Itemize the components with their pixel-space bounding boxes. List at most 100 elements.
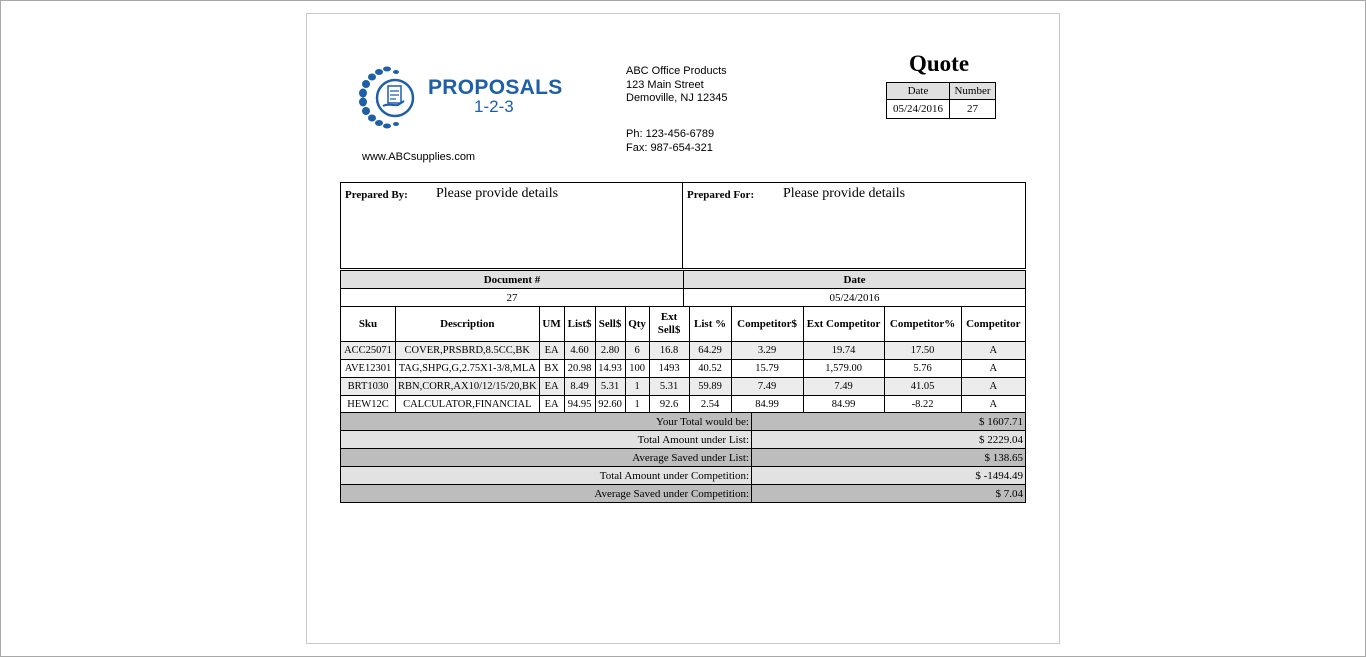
quote-date-label: Date bbox=[886, 82, 950, 100]
table-cell: 3.29 bbox=[730, 341, 804, 360]
quote-number: 27 bbox=[949, 99, 996, 119]
table-cell: 5.76 bbox=[883, 359, 962, 378]
document-info-table: Document # Date 27 05/24/2016 bbox=[340, 270, 1026, 307]
table-cell: 84.99 bbox=[802, 395, 885, 414]
quote-date: 05/24/2016 bbox=[886, 99, 950, 119]
table-cell: 7.49 bbox=[802, 377, 885, 396]
summary-row: Total Amount under List: $ 2229.04 bbox=[340, 430, 1026, 449]
column-header: List % bbox=[688, 306, 732, 342]
table-cell: 5.31 bbox=[594, 377, 626, 396]
table-cell: 8.49 bbox=[563, 377, 596, 396]
table-cell: 92.6 bbox=[648, 395, 690, 414]
prepared-section: Prepared By: Please provide details Prep… bbox=[340, 182, 1026, 269]
quote-number-label: Number bbox=[949, 82, 996, 100]
summary-value: $ 2229.04 bbox=[751, 430, 1026, 449]
table-cell: 92.60 bbox=[594, 395, 626, 414]
summary-row: Your Total would be: $ 1607.71 bbox=[340, 412, 1026, 431]
document-number: 27 bbox=[340, 288, 684, 307]
table-cell: CALCULATOR,FINANCIAL bbox=[395, 395, 540, 414]
table-cell: 1 bbox=[624, 395, 650, 414]
table-cell: 19.74 bbox=[802, 341, 885, 360]
column-header: Ext Competitor bbox=[802, 306, 885, 342]
table-cell: 41.05 bbox=[883, 377, 962, 396]
table-cell: COVER,PRSBRD,8.5CC,BK bbox=[395, 341, 540, 360]
table-cell: A bbox=[960, 341, 1027, 360]
proposals-logo-icon bbox=[359, 66, 415, 129]
brand-name: PROPOSALS bbox=[428, 76, 563, 99]
summary-label: Your Total would be: bbox=[340, 412, 752, 431]
company-address: ABC Office Products 123 Main Street Demo… bbox=[626, 65, 728, 106]
table-cell: AVE12301 bbox=[340, 359, 396, 378]
table-cell: BX bbox=[538, 359, 565, 378]
summary-label: Total Amount under List: bbox=[340, 430, 752, 449]
table-cell: -8.22 bbox=[883, 395, 962, 414]
company-name: ABC Office Products bbox=[626, 65, 727, 77]
prepared-for: Prepared For: Please provide details bbox=[683, 183, 1025, 268]
table-row: BRT1030 RBN,CORR,AX10/12/15/20,BK EA 8.49 5.… bbox=[340, 377, 1027, 396]
column-header: Competitor$ bbox=[730, 306, 804, 342]
website: www.ABCsupplies.com bbox=[362, 151, 476, 163]
summary-label: Total Amount under Competition: bbox=[340, 466, 752, 485]
summary-value: $ 138.65 bbox=[751, 448, 1026, 467]
column-header: UM bbox=[538, 306, 565, 342]
summary-table: Your Total would be: $ 1607.71 Total Amoun… bbox=[340, 412, 1026, 503]
table-cell: 15.79 bbox=[730, 359, 804, 378]
table-row: ACC25071 COVER,PRSBRD,8.5CC,BK EA 4.60 2.80 6… bbox=[340, 341, 1027, 360]
summary-row: Average Saved under Competition: $ 7.04 bbox=[340, 484, 1026, 503]
column-header: List$ bbox=[563, 306, 596, 342]
table-cell: 2.80 bbox=[594, 341, 626, 360]
table-cell: 1,579.00 bbox=[802, 359, 885, 378]
document-title: Quote bbox=[909, 51, 970, 76]
table-cell: 14.93 bbox=[594, 359, 626, 378]
summary-label: Average Saved under Competition: bbox=[340, 484, 752, 503]
brand-subtitle: 1-2-3 bbox=[474, 97, 514, 116]
table-cell: 64.29 bbox=[688, 341, 732, 360]
table-cell: A bbox=[960, 359, 1027, 378]
column-header: Competitor bbox=[960, 306, 1027, 342]
column-header: Ext Sell$ bbox=[648, 306, 690, 342]
table-cell: ACC25071 bbox=[340, 341, 396, 360]
table-row: AVE12301 TAG,SHPG,G,2.75X1-3/8,MLA BX 20.98… bbox=[340, 359, 1027, 378]
summary-row: Total Amount under Competition: $ -1494.4… bbox=[340, 466, 1026, 485]
table-cell: 1 bbox=[624, 377, 650, 396]
table-cell: TAG,SHPG,G,2.75X1-3/8,MLA bbox=[395, 359, 540, 378]
prepared-by: Prepared By: Please provide details bbox=[341, 183, 683, 268]
document-date-label: Date bbox=[683, 270, 1026, 289]
prepared-by-value[interactable]: Please provide details bbox=[436, 186, 559, 201]
table-cell: 17.50 bbox=[883, 341, 962, 360]
table-cell: 94.95 bbox=[563, 395, 596, 414]
table-cell: EA bbox=[538, 395, 565, 414]
table-cell: 59.89 bbox=[688, 377, 732, 396]
line-items-table: Sku Description UM List$ Sell$ Qty Ext Sell$ Li… bbox=[340, 306, 1027, 414]
street: 123 Main Street bbox=[626, 78, 704, 91]
table-cell: EA bbox=[538, 341, 565, 360]
table-cell: 20.98 bbox=[563, 359, 596, 378]
table-cell: 84.99 bbox=[730, 395, 804, 414]
table-cell: 6 bbox=[624, 341, 650, 360]
summary-value: $ 7.04 bbox=[751, 484, 1026, 503]
fax: Fax: 987-654-321 bbox=[626, 141, 713, 154]
company-contact: Ph: 123-456-6789 Fax: 987-654-321 bbox=[626, 128, 714, 155]
prepared-for-value[interactable]: Please provide details bbox=[783, 186, 906, 201]
summary-label: Average Saved under List: bbox=[340, 448, 752, 467]
summary-row: Average Saved under List: $ 138.65 bbox=[340, 448, 1026, 467]
column-header: Competitor% bbox=[883, 306, 962, 342]
table-header-row: Sku Description UM List$ Sell$ Qty Ext Sell$ Li… bbox=[340, 306, 1027, 342]
table-cell: 7.49 bbox=[730, 377, 804, 396]
column-header: Sell$ bbox=[594, 306, 626, 342]
table-cell: A bbox=[960, 395, 1027, 414]
table-cell: 16.8 bbox=[648, 341, 690, 360]
prepared-by-label: Prepared By: bbox=[345, 189, 408, 201]
column-header: Description bbox=[395, 306, 540, 342]
table-cell: 40.52 bbox=[688, 359, 732, 378]
table-row: HEW12C CALCULATOR,FINANCIAL EA 94.95 92.60 1 9… bbox=[340, 395, 1027, 414]
column-header: Qty bbox=[624, 306, 650, 342]
table-cell: 4.60 bbox=[563, 341, 596, 360]
table-cell: EA bbox=[538, 377, 565, 396]
phone: Ph: 123-456-6789 bbox=[626, 128, 715, 140]
column-header: Sku bbox=[340, 306, 396, 342]
table-cell: 100 bbox=[624, 359, 650, 378]
quote-info-table: Date Number 05/24/2016 27 bbox=[886, 82, 996, 119]
table-cell: 2.54 bbox=[688, 395, 732, 414]
summary-value: $ -1494.49 bbox=[751, 466, 1026, 485]
